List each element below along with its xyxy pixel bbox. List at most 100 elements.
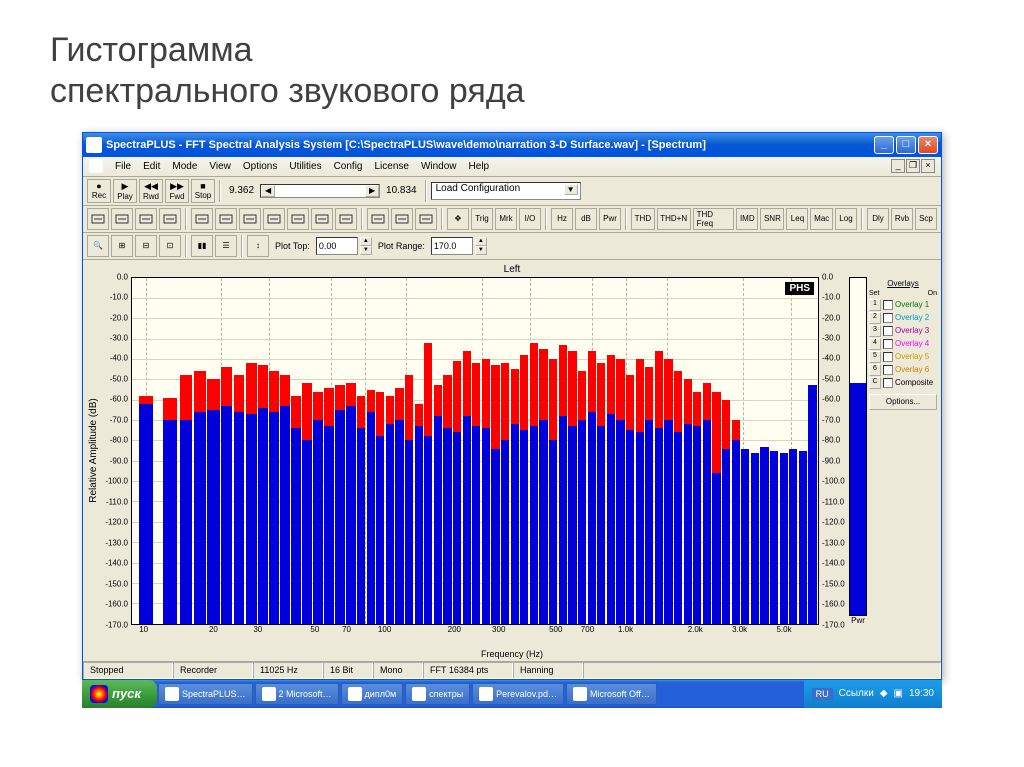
overlay-set-button[interactable]: C: [869, 377, 881, 389]
spectrum-bar: [530, 343, 538, 624]
overlays-options-button[interactable]: Options...: [869, 394, 937, 410]
rwd-button[interactable]: ◀◀Rwd: [139, 179, 163, 203]
overlay-checkbox[interactable]: [883, 365, 893, 375]
menu-file[interactable]: File: [115, 161, 131, 172]
grid-button[interactable]: [311, 208, 333, 230]
range-button[interactable]: ↕: [247, 235, 269, 257]
plot-top-input[interactable]: 0.00: [316, 237, 358, 255]
list-button[interactable]: ☰: [215, 235, 237, 257]
spectrum-bar: [302, 383, 312, 623]
plot-range-input[interactable]: 170.0: [431, 237, 473, 255]
thd-button[interactable]: THD: [631, 208, 655, 230]
overlay-set-button[interactable]: 1: [869, 299, 881, 311]
overlay-item: CComposite: [869, 377, 937, 389]
play-button[interactable]: ▶Play: [113, 179, 137, 203]
menu-options[interactable]: Options: [243, 161, 277, 172]
rvb-button[interactable]: Rvb: [891, 208, 913, 230]
overlay-checkbox[interactable]: [883, 378, 893, 388]
thdfreq-button[interactable]: THD Freq: [693, 208, 735, 230]
stop-button[interactable]: ■Stop: [191, 179, 215, 203]
plot-top-spinner[interactable]: ▲▼: [360, 237, 372, 255]
overlay-checkbox[interactable]: [883, 326, 893, 336]
overlay-set-button[interactable]: 6: [869, 364, 881, 376]
bars-button[interactable]: [415, 208, 437, 230]
overlay-set-button[interactable]: 5: [869, 351, 881, 363]
scp-button[interactable]: Scp: [915, 208, 937, 230]
overlay-checkbox[interactable]: [883, 300, 893, 310]
spectrum-bar: [789, 449, 797, 624]
tray-links[interactable]: Ссылки: [839, 688, 874, 699]
mrk-button[interactable]: Mrk: [495, 208, 517, 230]
taskbar-item[interactable]: SpectraPLUS…: [158, 683, 253, 705]
fwd-button[interactable]: ▶▶Fwd: [165, 179, 189, 203]
spectrum-bar: [386, 396, 394, 624]
config-dropdown[interactable]: Load Configuration: [431, 182, 581, 200]
plot-area[interactable]: PHS: [131, 277, 819, 625]
overlay-checkbox[interactable]: [883, 352, 893, 362]
mdi-minimize[interactable]: _: [891, 159, 905, 173]
opt2-button[interactable]: ⊟: [135, 235, 157, 257]
hz-button[interactable]: Hz: [551, 208, 573, 230]
trig-button[interactable]: Trig: [471, 208, 493, 230]
opt1-button[interactable]: ⊞: [111, 235, 133, 257]
taskbar-item[interactable]: дипл0м: [341, 683, 404, 705]
log-button[interactable]: Log: [835, 208, 857, 230]
print-button[interactable]: [159, 208, 181, 230]
overlay-set-button[interactable]: 3: [869, 325, 881, 337]
mdi-close[interactable]: ×: [921, 159, 935, 173]
bars-button[interactable]: ▮▮: [191, 235, 213, 257]
cursor-icon[interactable]: ✥: [447, 208, 469, 230]
plot-range-spinner[interactable]: ▲▼: [475, 237, 487, 255]
menu-utilities[interactable]: Utilities: [289, 161, 321, 172]
save-button[interactable]: [135, 208, 157, 230]
taskbar-item[interactable]: спектры: [405, 683, 470, 705]
new-button[interactable]: [87, 208, 109, 230]
clock[interactable]: 19:30: [909, 688, 934, 699]
rec-button[interactable]: ●Rec: [87, 179, 111, 203]
menu-license[interactable]: License: [374, 161, 408, 172]
wave1-button[interactable]: [263, 208, 285, 230]
db-button[interactable]: dB: [575, 208, 597, 230]
maximize-button[interactable]: □: [896, 136, 916, 154]
view2-button[interactable]: [215, 208, 237, 230]
mdi-restore[interactable]: ❐: [906, 159, 920, 173]
start-button[interactable]: пуск: [82, 680, 157, 708]
menu-view[interactable]: View: [209, 161, 231, 172]
tray-icon[interactable]: ◆: [880, 688, 888, 699]
taskbar-item[interactable]: Perevalov.pd…: [472, 683, 564, 705]
snr-button[interactable]: SNR: [760, 208, 784, 230]
minimize-button[interactable]: _: [874, 136, 894, 154]
pwr-button[interactable]: Pwr: [599, 208, 621, 230]
chart-button[interactable]: [391, 208, 413, 230]
view1-button[interactable]: [191, 208, 213, 230]
imd-button[interactable]: IMD: [736, 208, 758, 230]
zoom-button[interactable]: 🔍: [87, 235, 109, 257]
open-button[interactable]: [111, 208, 133, 230]
wave2-button[interactable]: [287, 208, 309, 230]
menu-config[interactable]: Config: [334, 161, 363, 172]
view3-button[interactable]: [239, 208, 261, 230]
dly-button[interactable]: Dly: [867, 208, 889, 230]
menu-help[interactable]: Help: [469, 161, 490, 172]
meter-button[interactable]: [367, 208, 389, 230]
tile-button[interactable]: [335, 208, 357, 230]
thdn-button[interactable]: THD+N: [657, 208, 691, 230]
menu-edit[interactable]: Edit: [143, 161, 160, 172]
overlay-checkbox[interactable]: [883, 313, 893, 323]
close-button[interactable]: ×: [918, 136, 938, 154]
menu-window[interactable]: Window: [421, 161, 457, 172]
taskbar-item[interactable]: Microsoft Off…: [566, 683, 657, 705]
opt3-button[interactable]: ⊡: [159, 235, 181, 257]
overlay-checkbox[interactable]: [883, 339, 893, 349]
time-scrollbar[interactable]: ◀▶: [260, 184, 380, 198]
leq-button[interactable]: Leq: [786, 208, 808, 230]
tray-icon[interactable]: ▣: [894, 688, 903, 699]
overlay-set-button[interactable]: 2: [869, 312, 881, 324]
io-button[interactable]: I/O: [519, 208, 541, 230]
overlay-set-button[interactable]: 4: [869, 338, 881, 350]
taskbar-item[interactable]: 2 Microsoft…: [255, 683, 339, 705]
menu-mode[interactable]: Mode: [172, 161, 197, 172]
language-indicator[interactable]: RU: [812, 688, 833, 700]
spectrum-bar: [501, 363, 509, 624]
mac-button[interactable]: Mac: [810, 208, 833, 230]
